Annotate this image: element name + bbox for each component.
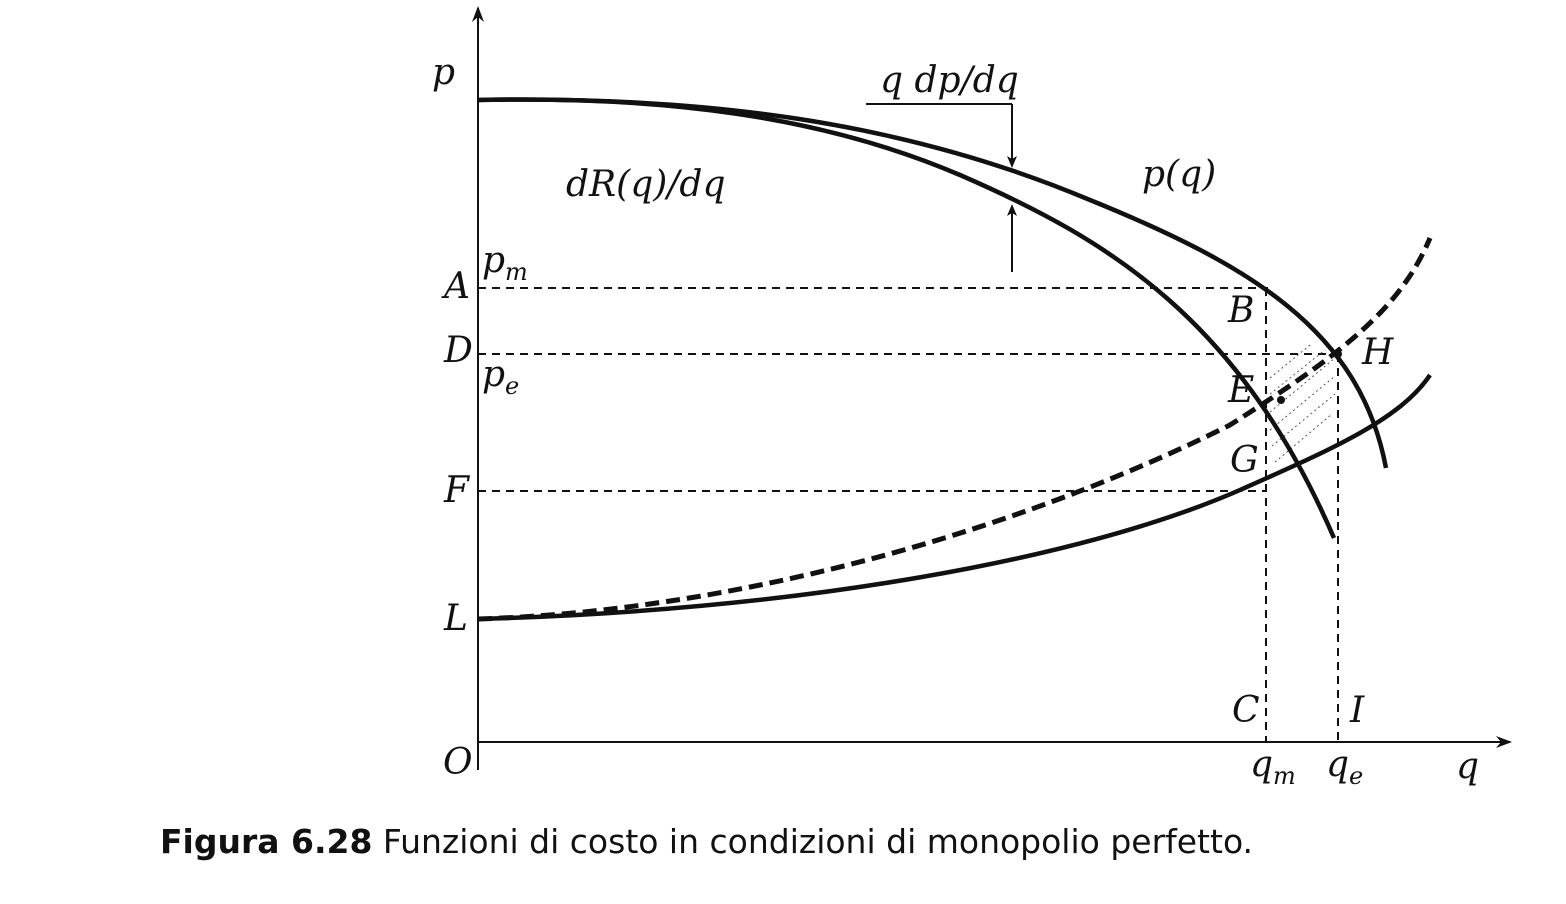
label-l: L xyxy=(443,598,468,639)
label-h: H xyxy=(1361,332,1394,373)
point-h-marker xyxy=(1334,350,1342,358)
origin-label: O xyxy=(443,742,473,783)
y-axis-label: p xyxy=(432,52,455,93)
x-axis-label: q xyxy=(1456,746,1479,787)
marginal-cost-curve xyxy=(477,237,1433,622)
figure-caption: Figura 6.28 Funzioni di costo in condizi… xyxy=(160,822,1253,861)
label-a: A xyxy=(441,266,470,307)
label-gap: q dp/dq xyxy=(880,60,1019,101)
label-i: I xyxy=(1349,690,1365,731)
average-cost-curve xyxy=(477,373,1432,622)
label-marginal-revenue: dR(q)/dq xyxy=(566,164,726,205)
deadweight-hatching xyxy=(1269,344,1336,463)
label-d: D xyxy=(443,330,473,371)
label-c: C xyxy=(1232,690,1260,731)
label-pe: pe xyxy=(482,354,519,400)
caption-text: Funzioni di costo in condizioni di monop… xyxy=(382,822,1254,861)
label-b: B xyxy=(1227,290,1254,331)
label-f: F xyxy=(443,470,471,511)
point-e-marker xyxy=(1277,396,1285,404)
label-pm: pm xyxy=(482,240,528,286)
label-qm: qm xyxy=(1250,744,1296,790)
label-g: G xyxy=(1230,440,1259,481)
label-e: E xyxy=(1227,370,1254,411)
label-demand: p(q) xyxy=(1142,154,1216,195)
caption-number: Figura 6.28 xyxy=(160,822,373,861)
label-qe: qe xyxy=(1326,744,1363,790)
marginal-revenue-curve xyxy=(477,97,1337,539)
